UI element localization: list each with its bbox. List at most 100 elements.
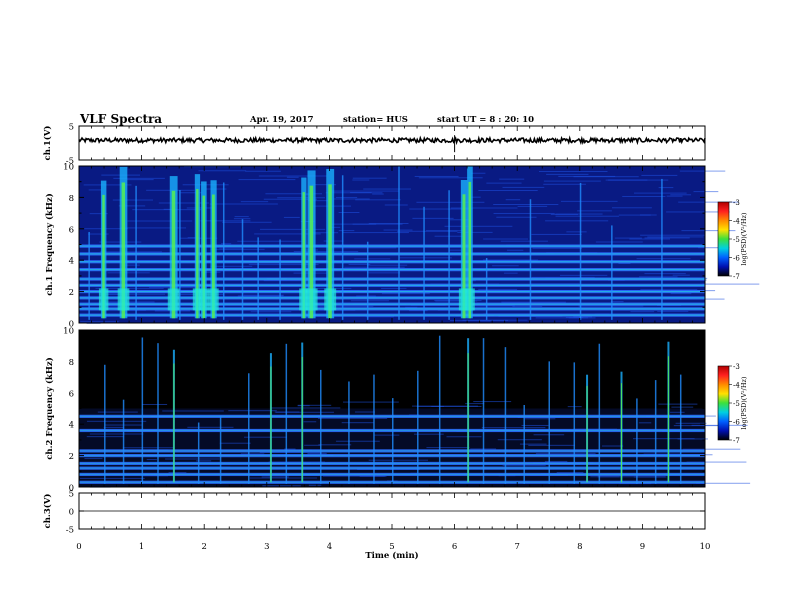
ch2-spectrogram-speckle (601, 445, 624, 447)
start-time-label: start UT = 8 : 20: 10 (437, 115, 535, 125)
ch1-spectrogram-band-core (79, 245, 705, 247)
ch1-spectrogram-speckle (435, 300, 478, 302)
ch1-spectrogram-speckle (113, 177, 165, 179)
ch2-spectrogram-speckle (89, 433, 144, 435)
ch1-spectrogram-speckle (88, 189, 102, 191)
ch2-spectrogram-weak-burst (392, 398, 394, 484)
ch1-spectrogram-speckle (416, 201, 485, 203)
ch1-spectrogram-speckle (644, 237, 690, 239)
ch1-spectrogram-speckle (238, 179, 296, 181)
ch2-spectrogram-speckle (84, 458, 103, 460)
ch1-spectrogram-strong-burst-core (309, 185, 314, 319)
ch2-spectrogram-strong-burst-core (173, 363, 175, 483)
ch2-spectrogram-speckle (374, 434, 400, 436)
ch1-spectrogram-weak-burst (423, 206, 425, 320)
ch2-spectrogram-speckle (473, 401, 512, 403)
ch1-spectrogram-speckle (493, 212, 555, 214)
ch1-spectrogram-speckle (88, 233, 109, 235)
ch1-spectrogram-speckle (670, 194, 692, 196)
ch2-spectrogram-weak-burst (598, 343, 601, 484)
ch1-spectrogram-speckle (412, 217, 454, 219)
ch1-spectrogram-speckle (350, 192, 372, 194)
ch1-spectrogram-speckle (546, 173, 589, 175)
ch2-spectrogram-ytick-label: 4 (69, 421, 74, 431)
ch1-spectrogram-speckle (328, 226, 341, 228)
ch1-spectrogram-speckle (449, 219, 471, 221)
ch1-spectrogram-weak-burst (448, 190, 450, 320)
ch1-spectrogram-cb-label: log(PSD)(V²/Hz) (740, 212, 748, 265)
ch2-spectrogram-speckle (322, 475, 385, 477)
ch1-spectrogram-speckle (492, 265, 519, 267)
ch2-spectrogram-strong-burst-core (467, 353, 469, 483)
ch1-spectrogram-strong-burst-core (196, 189, 199, 319)
ch2-spectrogram-speckle (481, 427, 546, 429)
ch2-spectrogram-speckle (271, 407, 341, 409)
ch1-spectrogram-speckle (640, 289, 698, 291)
ch2-spectrogram-speckle (244, 436, 287, 438)
ch1-spectrogram-ytick-label: 0 (69, 320, 74, 330)
ch2-spectrogram-colorbar (717, 365, 730, 441)
ch1-spectrogram-speckle (679, 170, 726, 172)
ch1-spectrogram-speckle (83, 184, 132, 186)
ch1-spectrogram-speckle (543, 180, 601, 182)
ch1-spectrogram-speckle (383, 229, 413, 231)
ch2-spectrogram-weak-burst (348, 381, 350, 484)
ch2-spectrogram-weak-burst (482, 338, 485, 484)
ch2-spectrogram-weak-burst (157, 343, 159, 484)
ch2-spectrogram-speckle (318, 444, 352, 446)
ch2-spectrogram-cb-tick-label: -4 (733, 382, 740, 390)
ch1-spectrogram-speckle (622, 195, 666, 197)
ch1-spectrogram-speckle (506, 249, 524, 251)
ch1-spectrogram-speckle (670, 293, 692, 295)
ch1-spectrogram-weak-burst (661, 178, 663, 320)
ch1-spectrogram-speckle (118, 205, 146, 207)
ch1-spectrogram-speckle (482, 259, 539, 261)
xtick-label: 9 (640, 542, 645, 552)
ch3-voltage-panel: 5 0 -5 ch.3(V) (42, 490, 706, 536)
ch1-spectrogram-speckle (248, 264, 319, 266)
ch1-spectrogram-speckle (367, 272, 401, 274)
ch1-spectrogram-speckle (331, 223, 377, 225)
xtick-label: 6 (452, 542, 457, 552)
ch1-spectrogram-speckle (559, 274, 608, 276)
ch2-spectrogram-weak-burst (573, 362, 576, 484)
ch2-spectrogram-strong-burst-core (586, 385, 588, 483)
ch2-spectrogram-speckle (368, 459, 429, 461)
ch1-spectrogram-speckle (657, 310, 689, 312)
ch1-spectrogram-speckle (127, 220, 193, 222)
ch1-spectrogram-speckle (618, 214, 651, 216)
ch1-spectrogram-speckle (483, 238, 529, 240)
ch1-spectrogram-band-core (79, 297, 705, 299)
ch1-spectrogram-weak-burst (579, 182, 582, 320)
ch2-spectrogram-cb-tick-label: -5 (733, 400, 740, 408)
ch1-spectrogram-band-core (79, 308, 705, 310)
ch1-spectrogram-speckle (352, 179, 370, 181)
ch1-spectrogram-cb-tick-label: -3 (733, 199, 740, 207)
xtick-label: 3 (264, 542, 269, 552)
ch1-spectrogram-burst-low (192, 288, 203, 311)
ch1-spectrogram-weak-burst (241, 219, 244, 320)
ch1-spectrogram-speckle (678, 201, 739, 203)
ch2-spectrogram-cb-tick-label: -3 (733, 363, 740, 371)
ch1-spectrogram-ytick-label: 8 (69, 194, 74, 204)
ch1-spectrogram-speckle (286, 176, 299, 178)
xtick-label: 5 (389, 542, 394, 552)
ch1-spectrogram-speckle (532, 247, 583, 249)
ch1-spectrogram-burst-low (117, 288, 130, 311)
ch1-spectrogram-speckle (399, 257, 452, 259)
ch1-spectrogram-speckle (636, 258, 691, 260)
ch1-spectrogram-speckle (457, 231, 493, 233)
ch1-spectrogram-speckle (99, 293, 166, 295)
date-label: Apr. 19, 2017 (250, 115, 314, 125)
ch1-spectrogram-speckle (560, 200, 618, 202)
ch1-spectrogram-speckle (365, 316, 395, 318)
ch2-spectrogram-speckle (670, 411, 685, 413)
ch1-spectrogram-speckle (578, 305, 644, 307)
ch2-spectrogram-cb-label: log(PSD)(V²/Hz) (740, 376, 748, 429)
ch1-spectrogram-cb-tick-label: -4 (733, 218, 740, 226)
ch1-spectrogram-speckle (426, 230, 464, 232)
ch2-spectrogram-speckle (86, 420, 147, 422)
xtick-label: 7 (514, 542, 519, 552)
ch1-spectrogram-speckle (263, 280, 310, 282)
ch1-spectrogram-speckle (338, 230, 355, 232)
